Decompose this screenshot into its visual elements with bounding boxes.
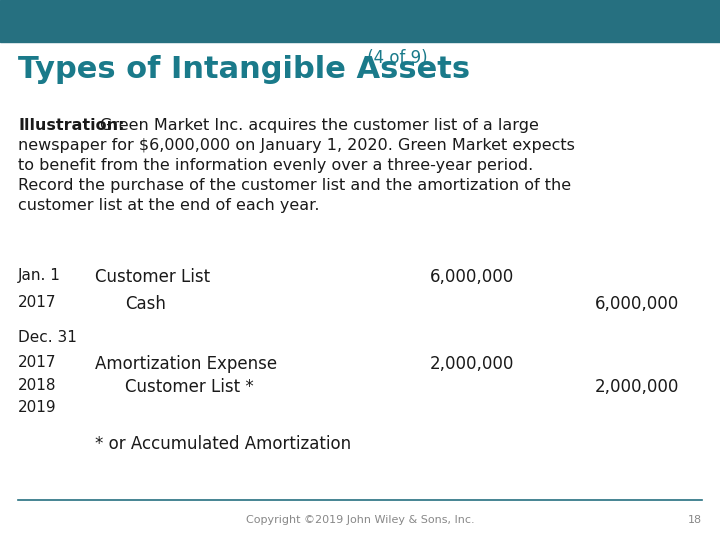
Text: 6,000,000: 6,000,000 [430,268,514,286]
Text: 2018: 2018 [18,378,56,393]
Text: * or Accumulated Amortization: * or Accumulated Amortization [95,435,351,453]
Text: Types of Intangible Assets: Types of Intangible Assets [18,55,470,84]
Text: 2017: 2017 [18,355,56,370]
Text: Copyright ©2019 John Wiley & Sons, Inc.: Copyright ©2019 John Wiley & Sons, Inc. [246,515,474,525]
Text: Customer List: Customer List [95,268,210,286]
Text: Dec. 31: Dec. 31 [18,330,77,345]
Text: 2017: 2017 [18,295,56,310]
Text: Illustration:: Illustration: [18,118,125,133]
Text: Cash: Cash [125,295,166,313]
Text: 2,000,000: 2,000,000 [430,355,514,373]
Text: 2,000,000: 2,000,000 [595,378,680,396]
Text: Customer List *: Customer List * [125,378,253,396]
Text: 2019: 2019 [18,400,57,415]
Text: Record the purchase of the customer list and the amortization of the: Record the purchase of the customer list… [18,178,571,193]
Text: customer list at the end of each year.: customer list at the end of each year. [18,198,320,213]
Text: 6,000,000: 6,000,000 [595,295,679,313]
Text: Green Market Inc. acquires the customer list of a large: Green Market Inc. acquires the customer … [100,118,539,133]
Text: to benefit from the information evenly over a three-year period.: to benefit from the information evenly o… [18,158,534,173]
Bar [0,0,720,42]
Text: Jan. 1: Jan. 1 [18,268,61,283]
Text: Amortization Expense: Amortization Expense [95,355,277,373]
Text: newspaper for $6,000,000 on January 1, 2020. Green Market expects: newspaper for $6,000,000 on January 1, 2… [18,138,575,153]
Text: 18: 18 [688,515,702,525]
Text: (4 of 9): (4 of 9) [362,49,428,67]
